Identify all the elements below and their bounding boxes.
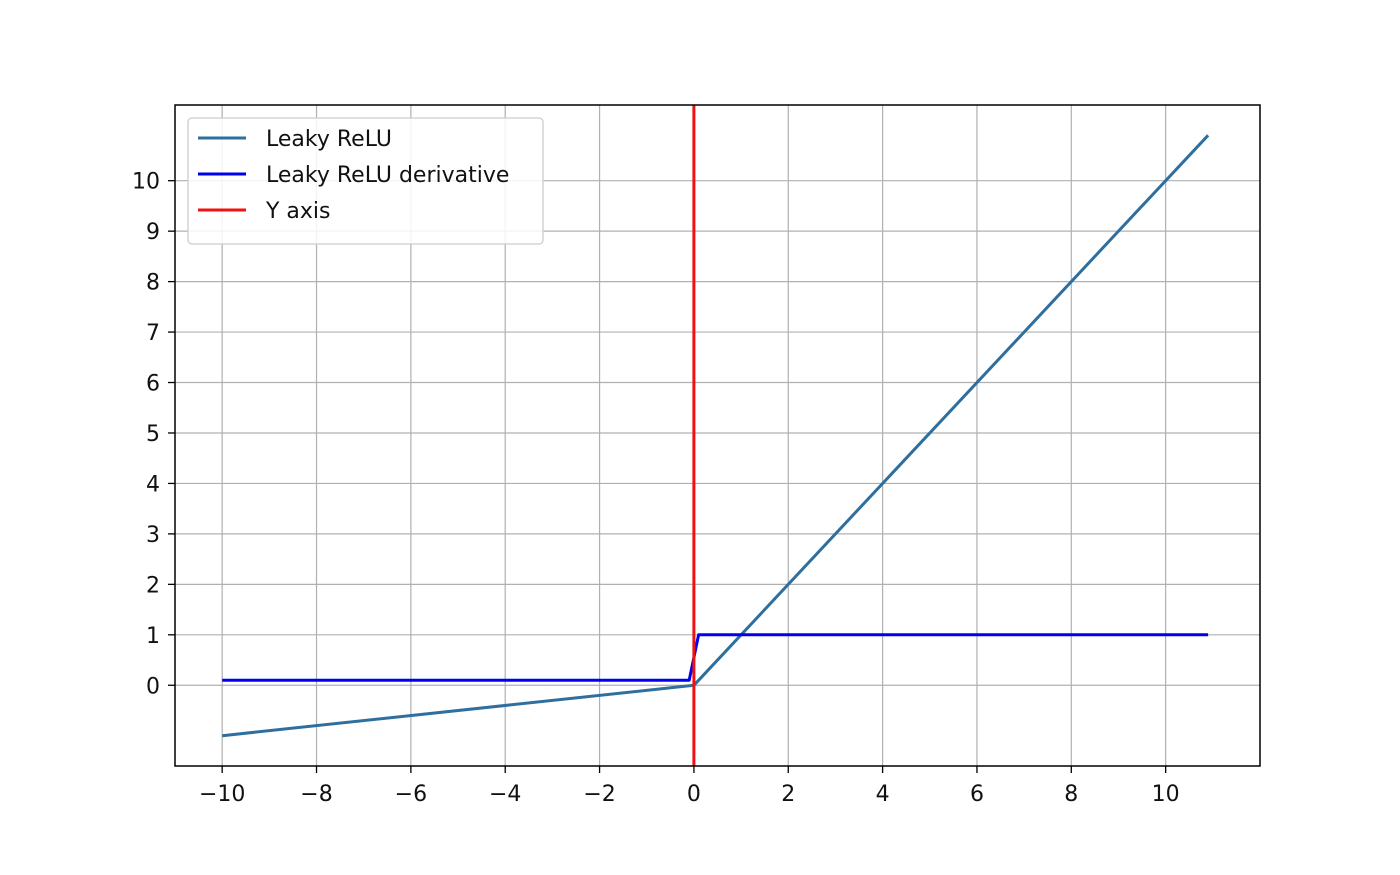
y-tick-label: 10 bbox=[132, 170, 160, 195]
legend-box bbox=[187, 117, 544, 245]
x-tick-label: 4 bbox=[876, 782, 890, 807]
x-tick-label: 0 bbox=[687, 782, 701, 807]
legend-label: Leaky ReLU bbox=[266, 127, 392, 152]
series-lines bbox=[222, 105, 1210, 766]
x-tick-label: 6 bbox=[970, 782, 984, 807]
legend-label: Y axis bbox=[265, 199, 331, 224]
x-tick-label: 8 bbox=[1064, 782, 1078, 807]
legend-label: Leaky ReLU derivative bbox=[266, 163, 509, 188]
y-tick-label: 6 bbox=[146, 372, 160, 397]
y-tick-label: 7 bbox=[146, 321, 160, 346]
y-tick-label: 2 bbox=[146, 573, 160, 598]
y-tick-label: 5 bbox=[146, 422, 160, 447]
plot-frame bbox=[174, 104, 1261, 767]
y-tick-label: 8 bbox=[146, 271, 160, 296]
y-tick-label: 9 bbox=[146, 220, 160, 245]
x-tick-label: 2 bbox=[781, 782, 795, 807]
x-tick-label: −8 bbox=[300, 782, 332, 807]
y-tick-label: 3 bbox=[146, 523, 160, 548]
x-tick-label: −6 bbox=[395, 782, 427, 807]
y-tick-label: 4 bbox=[146, 472, 160, 497]
legend: Leaky ReLU Leaky ReLU derivative Y axis bbox=[187, 117, 544, 245]
y-tick-label: 0 bbox=[146, 674, 160, 699]
axis-ticks: −10 −8 −6 −4 −2 0 2 4 6 8 10 0 1 2 3 4 5 6 7 8 9 10 bbox=[132, 170, 1180, 807]
y-tick-label: 1 bbox=[146, 624, 160, 649]
x-tick-label: −4 bbox=[489, 782, 521, 807]
x-tick-label: 10 bbox=[1152, 782, 1180, 807]
x-tick-label: −2 bbox=[583, 782, 615, 807]
x-tick-label: −10 bbox=[199, 782, 245, 807]
leaky-relu-derivative-line bbox=[222, 633, 1209, 682]
